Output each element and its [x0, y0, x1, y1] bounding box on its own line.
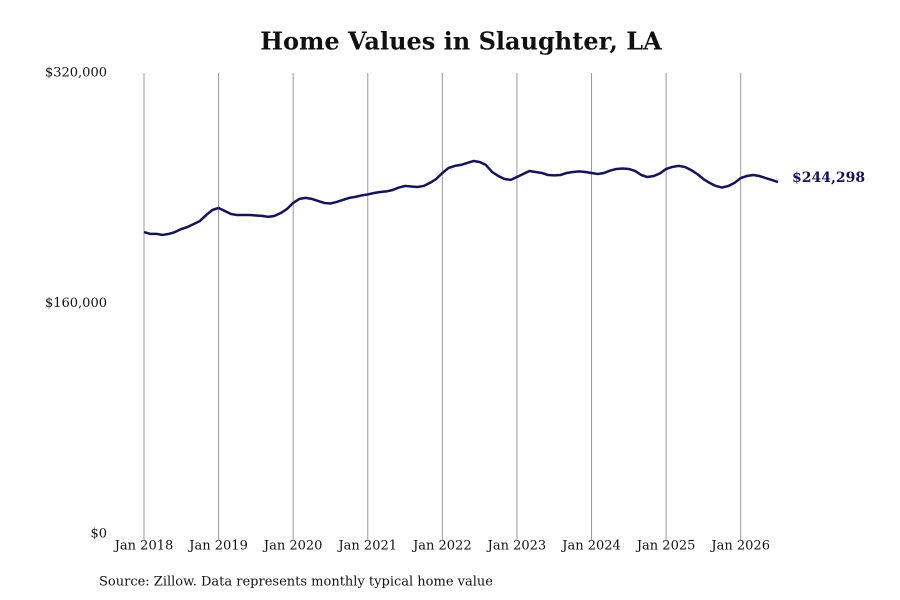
end-value-label: $244,298 [792, 170, 865, 186]
y-tick-label: $0 [90, 527, 107, 542]
chart-title: Home Values in Slaughter, LA [260, 27, 662, 56]
x-tick-label: Jan 2026 [709, 539, 770, 554]
source-note: Source: Zillow. Data represents monthly … [99, 575, 493, 590]
y-tick-label: $320,000 [45, 66, 107, 81]
line [143, 159, 779, 237]
x-tick-label: Jan 2025 [635, 539, 696, 554]
y-tick-label: $160,000 [45, 296, 107, 311]
x-tick-label: Jan 2024 [560, 539, 621, 554]
x-tick-label: Jan 2023 [486, 539, 547, 554]
x-tick-label: Jan 2020 [262, 539, 323, 554]
x-tick-label: Jan 2018 [113, 539, 174, 554]
x-tick-label: Jan 2021 [336, 539, 397, 554]
x-tick-label: Jan 2019 [187, 539, 248, 554]
x-tick-label: Jan 2022 [411, 539, 472, 554]
